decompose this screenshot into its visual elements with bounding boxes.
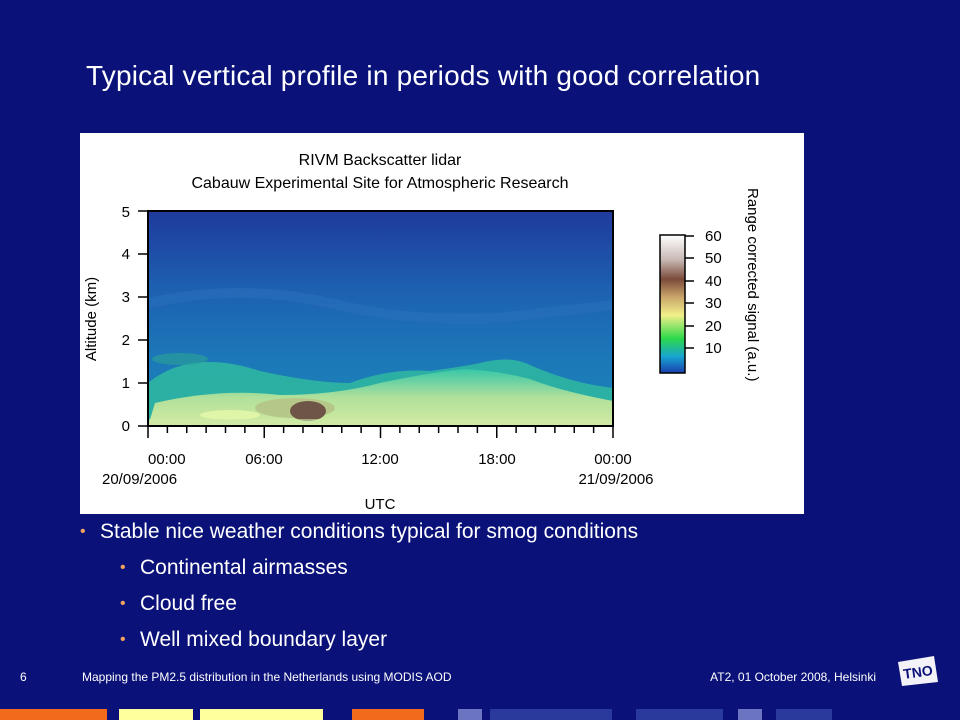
x-tick-label: 12:00 bbox=[361, 451, 399, 468]
backscatter-heatmap bbox=[146, 211, 614, 426]
x-axis: 00:00 06:00 12:00 18:00 00:00 20/09/2006… bbox=[102, 426, 654, 513]
y-axis: 0 1 2 3 4 5 Altitude (km) bbox=[83, 204, 148, 435]
lidar-plot: RIVM Backscatter lidar Cabauw Experiment… bbox=[83, 152, 761, 513]
y-axis-label: Altitude (km) bbox=[83, 277, 100, 361]
event-info: AT2, 01 October 2008, Helsinki bbox=[710, 670, 876, 684]
sub-bullet-item: • Continental airmasses bbox=[80, 550, 880, 586]
bullet-dot-icon: • bbox=[120, 631, 126, 648]
y-tick-label: 3 bbox=[122, 289, 130, 306]
y-tick-label: 5 bbox=[122, 204, 130, 221]
x-tick-label: 00:00 bbox=[594, 451, 632, 468]
colorbar-tick: 50 bbox=[705, 250, 722, 267]
y-tick-label: 0 bbox=[122, 418, 130, 435]
colorbar-label: Range corrected signal (a.u.) bbox=[744, 188, 761, 381]
lidar-figure: RIVM Backscatter lidar Cabauw Experiment… bbox=[80, 133, 804, 514]
colorbar-gradient bbox=[659, 234, 686, 374]
x-date-end: 21/09/2006 bbox=[578, 471, 653, 488]
tno-logo-icon: TNO bbox=[898, 656, 938, 686]
colorbar-tick: 20 bbox=[705, 318, 722, 335]
sub-bullet-item: • Cloud free bbox=[80, 586, 880, 622]
strip-segment bbox=[200, 709, 323, 720]
colorbar-tick: 30 bbox=[705, 295, 722, 312]
strip-segment bbox=[119, 709, 193, 720]
strip-segment bbox=[636, 709, 723, 720]
colorbar-tick: 40 bbox=[705, 273, 722, 290]
strip-segment bbox=[490, 709, 612, 720]
bullet-text: Well mixed boundary layer bbox=[140, 628, 388, 651]
strip-segment bbox=[776, 709, 832, 720]
y-tick-label: 1 bbox=[122, 375, 130, 392]
bullet-dot-icon: • bbox=[80, 523, 86, 540]
bullet-text: Continental airmasses bbox=[140, 556, 348, 579]
y-tick-label: 4 bbox=[122, 246, 130, 263]
figure-title: RIVM Backscatter lidar bbox=[299, 152, 462, 169]
colorbar-tick: 10 bbox=[705, 340, 722, 357]
bullet-text: Stable nice weather conditions typical f… bbox=[100, 520, 639, 543]
page-number: 6 bbox=[20, 670, 27, 684]
bullet-dot-icon: • bbox=[120, 595, 126, 612]
x-tick-label: 00:00 bbox=[148, 451, 186, 468]
strip-segment bbox=[352, 709, 424, 720]
y-tick-label: 2 bbox=[122, 332, 130, 349]
colorbar-tick: 60 bbox=[705, 228, 722, 245]
bullet-dot-icon: • bbox=[120, 559, 126, 576]
strip-segment bbox=[738, 709, 762, 720]
x-tick-label: 18:00 bbox=[478, 451, 516, 468]
slide-title: Typical vertical profile in periods with… bbox=[86, 60, 761, 91]
bullet-item: • Stable nice weather conditions typical… bbox=[80, 514, 880, 550]
x-tick-label: 06:00 bbox=[245, 451, 283, 468]
strip-segment bbox=[0, 709, 107, 720]
presentation-title: Mapping the PM2.5 distribution in the Ne… bbox=[82, 670, 452, 684]
x-axis-label: UTC bbox=[365, 496, 396, 513]
x-date-start: 20/09/2006 bbox=[102, 471, 177, 488]
bullet-text: Cloud free bbox=[140, 592, 237, 615]
sub-bullet-item: • Well mixed boundary layer bbox=[80, 622, 880, 658]
logo-text: TNO bbox=[902, 662, 934, 682]
colorbar: 10 20 30 40 50 60 Range corrected signal… bbox=[659, 188, 761, 381]
strip-segment bbox=[458, 709, 482, 720]
figure-subtitle: Cabauw Experimental Site for Atmospheric… bbox=[191, 175, 568, 192]
bullet-list: • Stable nice weather conditions typical… bbox=[80, 514, 880, 658]
